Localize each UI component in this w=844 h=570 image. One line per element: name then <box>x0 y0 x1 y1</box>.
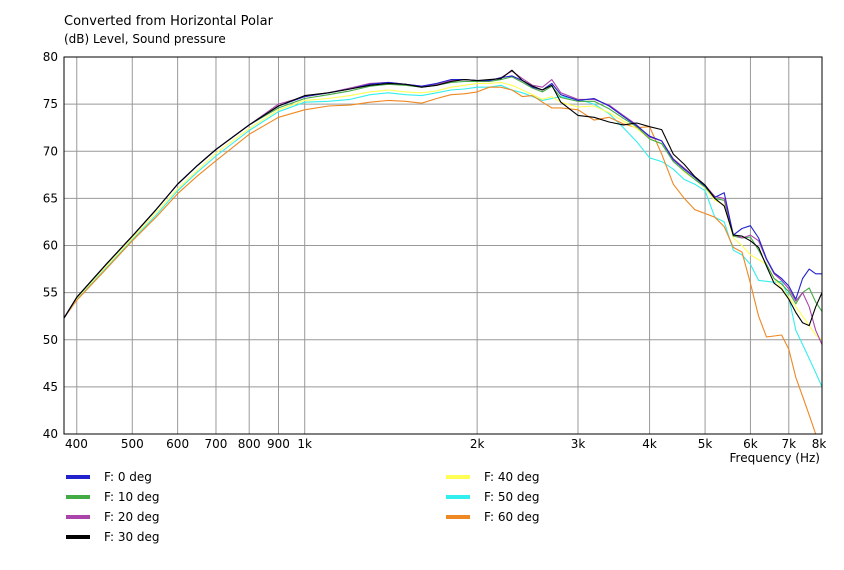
series-line-3 <box>63 69 823 327</box>
grid-lines <box>64 56 823 435</box>
x-axis-label: Frequency (Hz) <box>730 451 821 465</box>
x-tick-label: 1k <box>297 437 312 451</box>
y-tick-label: 55 <box>43 286 58 300</box>
x-tick-labels: 400 500 600 700 800 900 1k 2k 3k 4k 5k 6k 7k 8k <box>65 437 826 451</box>
x-tick-label: 700 <box>205 437 228 451</box>
x-tick-label: 3k <box>571 437 586 451</box>
series-line-2 <box>63 70 823 345</box>
x-tick-label: 6k <box>743 437 758 451</box>
x-tick-label: 7k <box>781 437 796 451</box>
x-tick-label: 4k <box>642 437 657 451</box>
y-tick-label: 60 <box>43 239 58 253</box>
y-tick-label: 80 <box>43 50 58 64</box>
x-tick-label: 8k <box>812 437 827 451</box>
series-lines <box>63 69 823 435</box>
y-tick-label: 45 <box>43 380 58 394</box>
x-tick-label: 400 <box>65 437 88 451</box>
chart-subtitle: (dB) Level, Sound pressure <box>64 32 226 46</box>
series-line-5 <box>63 84 823 388</box>
y-tick-label: 65 <box>43 191 58 205</box>
y-tick-label: 40 <box>43 427 58 441</box>
series-line-6 <box>63 86 817 435</box>
plot-frame <box>63 56 823 435</box>
x-tick-label: 600 <box>166 437 189 451</box>
x-tick-label: 2k <box>470 437 485 451</box>
x-tick-label: 900 <box>267 437 290 451</box>
x-tick-label: 500 <box>121 437 144 451</box>
x-tick-label: 800 <box>238 437 261 451</box>
series-line-4 <box>63 81 823 341</box>
chart-title: Converted from Horizontal Polar <box>64 14 274 29</box>
y-tick-label: 75 <box>43 97 58 111</box>
y-tick-label: 70 <box>43 144 58 158</box>
y-tick-label: 50 <box>43 333 58 347</box>
x-tick-label: 5k <box>698 437 713 451</box>
y-tick-labels: 40 45 50 55 60 65 70 75 80 <box>43 50 58 441</box>
